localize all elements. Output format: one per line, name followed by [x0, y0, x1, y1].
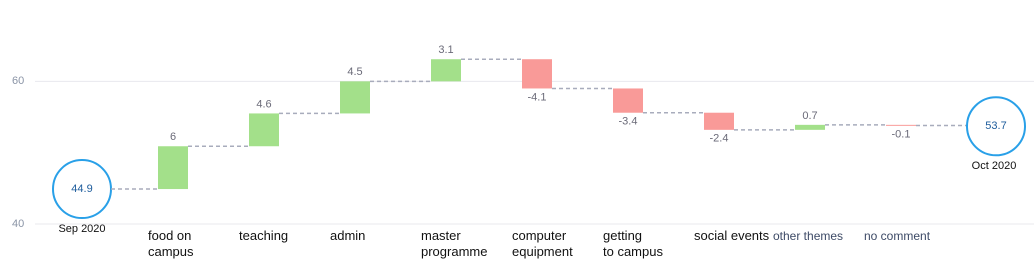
category-label: no comment [864, 229, 931, 243]
bar [249, 113, 279, 147]
bar [522, 59, 552, 89]
value-label: 6 [170, 131, 176, 143]
category-label: getting to campus [603, 228, 663, 259]
end-value-label: 53.7 [985, 120, 1006, 132]
value-label: -4.1 [528, 91, 547, 103]
end-label: Oct 2020 [972, 160, 1017, 172]
y-tick-label: 60 [12, 75, 24, 87]
bar [431, 59, 461, 82]
category-label: other themes [773, 229, 844, 243]
value-label: 3.1 [438, 44, 453, 56]
value-label: 4.5 [347, 66, 362, 78]
bar [704, 112, 734, 130]
bar [613, 88, 643, 113]
bar [340, 81, 370, 114]
y-tick-label: 40 [12, 218, 24, 230]
category-label: social events [694, 228, 770, 243]
start-label: Sep 2020 [58, 223, 105, 235]
bar [886, 124, 916, 126]
bar [795, 124, 825, 130]
category-label: computer equipment [512, 228, 573, 259]
category-label: food on campus [148, 228, 194, 259]
end-total [966, 96, 1026, 157]
start-value-label: 44.9 [71, 183, 92, 195]
category-label: master programme [421, 228, 488, 259]
value-label: 0.7 [802, 110, 817, 122]
category-label: teaching [239, 228, 289, 243]
value-label: -0.1 [892, 128, 911, 140]
value-label: -3.4 [619, 116, 638, 128]
value-label: -2.4 [710, 133, 729, 145]
bar [158, 146, 188, 190]
value-label: 4.6 [256, 98, 271, 110]
category-label: admin [330, 228, 366, 243]
